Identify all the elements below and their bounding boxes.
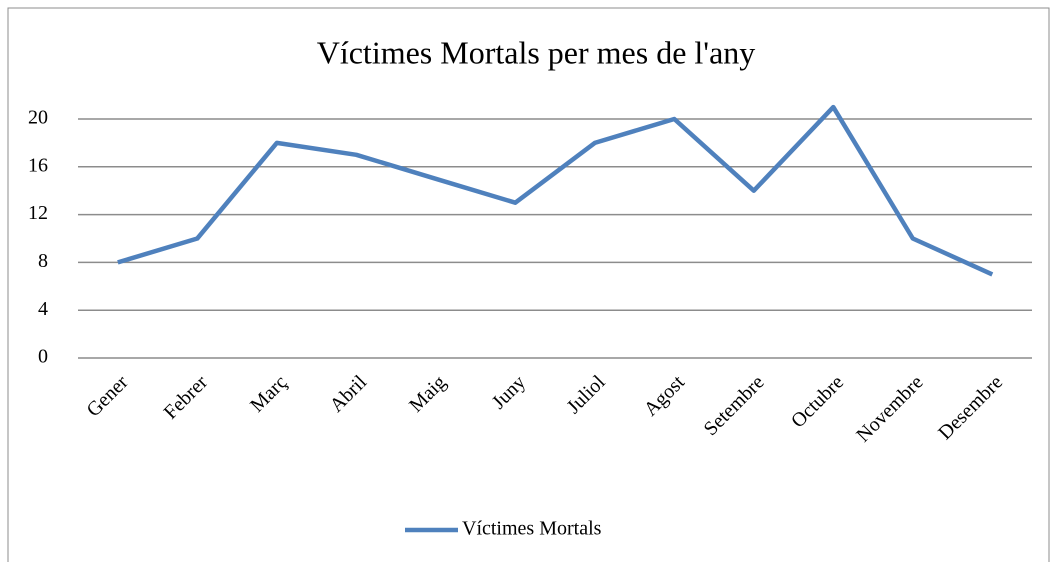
y-tick-label: 4 — [38, 298, 48, 320]
x-tick-label: Novembre — [852, 371, 927, 446]
legend-label: Víctimes Mortals — [462, 518, 602, 540]
data-line — [117, 104, 994, 277]
y-tick-label: 12 — [28, 202, 48, 224]
x-tick-label: Setembre — [700, 371, 769, 440]
x-tick-label: Març — [246, 371, 291, 416]
chart-title: Víctimes Mortals per mes de l'any — [317, 34, 756, 70]
x-tick-label: Febrer — [160, 371, 213, 424]
x-tick-label: Juny — [488, 371, 530, 413]
x-tick-label: Octubre — [787, 371, 848, 432]
x-tick-label: Agost — [640, 371, 690, 421]
chart-frame — [7, 7, 1050, 562]
x-tick-label: Abril — [326, 371, 372, 417]
y-tick-label: 8 — [38, 250, 48, 272]
y-tick-label: 20 — [28, 107, 48, 129]
x-tick-label: Maig — [405, 371, 450, 416]
x-tick-label: Desembre — [934, 371, 1007, 444]
x-tick-label: Juliol — [563, 371, 610, 418]
x-tick-label: Gener — [82, 371, 132, 421]
y-tick-label: 0 — [38, 346, 48, 368]
y-tick-label: 16 — [28, 154, 48, 176]
